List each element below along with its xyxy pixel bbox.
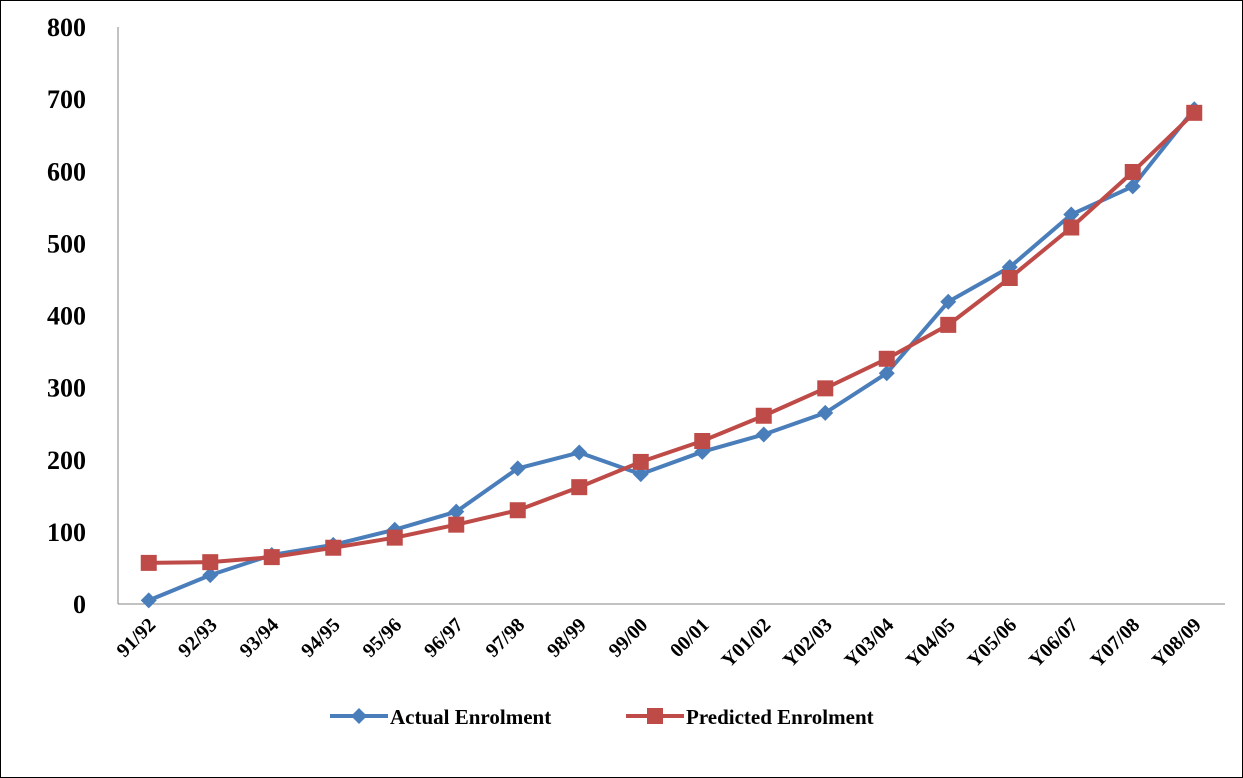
y-tick-label: 100	[47, 518, 86, 547]
data-point	[509, 460, 526, 477]
legend-marker	[351, 708, 367, 724]
data-point	[755, 407, 772, 424]
x-tick-label: 95/96	[359, 614, 407, 662]
data-point	[1063, 219, 1080, 236]
x-tick-label: Y04/05	[902, 614, 960, 672]
data-point	[571, 479, 588, 496]
data-point	[448, 516, 465, 533]
data-point	[509, 502, 526, 519]
data-point	[202, 567, 219, 584]
data-point	[1001, 269, 1018, 286]
x-tick-label: Y07/08	[1086, 614, 1144, 672]
data-point	[694, 432, 711, 449]
data-point	[878, 365, 895, 382]
data-point	[448, 503, 465, 520]
data-point	[202, 554, 219, 571]
data-point	[817, 380, 834, 397]
x-tick-label: 93/94	[236, 614, 284, 662]
data-point	[571, 444, 588, 461]
x-tick-label: 94/95	[297, 614, 345, 662]
y-tick-label: 300	[47, 374, 86, 403]
data-point	[325, 539, 342, 556]
x-tick-label: Y02/03	[779, 614, 837, 672]
data-point	[940, 293, 957, 310]
y-tick-label: 500	[47, 229, 86, 258]
legend-marker	[647, 708, 663, 724]
data-point	[140, 592, 157, 609]
data-point	[632, 453, 649, 470]
x-tick-label: Y06/07	[1025, 614, 1083, 672]
x-tick-label: 97/98	[482, 614, 530, 662]
data-point	[1124, 178, 1141, 195]
x-tick-label: 91/92	[113, 614, 161, 662]
y-tick-label: 800	[47, 13, 86, 42]
data-point	[1063, 206, 1080, 223]
y-tick-label: 0	[73, 590, 86, 619]
series-line	[147, 107, 1196, 603]
x-tick-label: Y08/09	[1148, 614, 1206, 672]
y-tick-label: 700	[47, 85, 86, 114]
x-tick-label: Y01/02	[717, 614, 775, 672]
legend-label: Predicted Enrolment	[686, 705, 874, 729]
data-point	[386, 529, 403, 546]
data-point	[755, 426, 772, 443]
x-tick-label: 92/93	[174, 614, 222, 662]
series-line	[148, 111, 1196, 565]
data-point	[878, 350, 895, 367]
data-point	[1186, 104, 1203, 121]
data-point	[1124, 163, 1141, 180]
data-point	[940, 316, 957, 333]
data-point	[263, 549, 280, 566]
y-tick-label: 400	[47, 302, 86, 331]
x-tick-label: 98/99	[543, 614, 591, 662]
data-point	[632, 466, 649, 483]
legend-label: Actual Enrolment	[390, 705, 551, 729]
y-tick-label: 200	[47, 446, 86, 475]
data-point	[817, 404, 834, 421]
x-tick-label: 00/01	[666, 614, 714, 662]
x-tick-label: 99/00	[605, 614, 653, 662]
x-tick-label: Y05/06	[963, 614, 1021, 672]
x-tick-label: Y03/04	[840, 614, 898, 672]
data-point	[140, 554, 157, 571]
x-tick-label: 96/97	[420, 614, 468, 662]
y-tick-label: 600	[47, 157, 86, 186]
